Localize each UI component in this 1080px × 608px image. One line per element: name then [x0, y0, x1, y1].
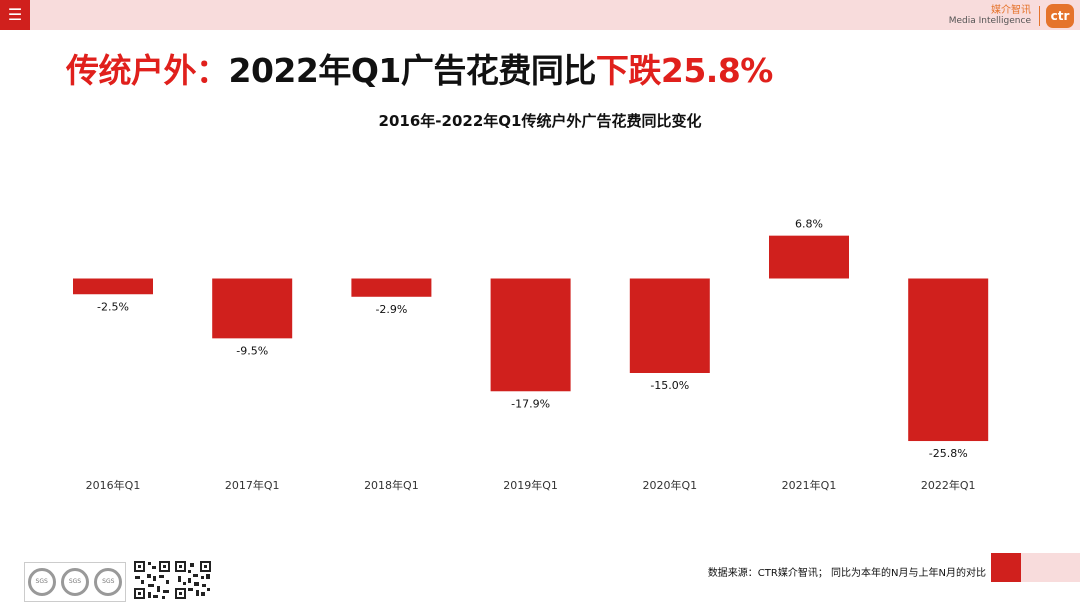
menu-button[interactable]: ☰: [0, 0, 30, 30]
bar-2017年Q1: [212, 278, 293, 339]
data-label: -2.5%: [97, 300, 129, 313]
bar-2020年Q1: [629, 278, 710, 373]
title-highlight: 下跌25.8%: [595, 51, 774, 90]
data-label: -2.9%: [375, 303, 407, 316]
bar-2018年Q1: [351, 278, 432, 297]
data-label: -15.0%: [650, 379, 689, 392]
x-tick-label: 2018年Q1: [364, 478, 419, 492]
bar-2021年Q1: [769, 235, 849, 279]
footer-accent-band: [1021, 553, 1080, 582]
bar-chart: -2.5% 2016年Q1 -9.5% 2017年Q1 -2.9% 2018年Q1 -17.…: [73, 218, 989, 492]
qr-code-icon: [174, 560, 212, 600]
brand-name-cn: 媒介智讯: [991, 5, 1031, 16]
sgs-badge-icon: SGS: [27, 568, 56, 596]
page-title: 传统户外：2022年Q1广告花费同比下跌25.8%: [66, 44, 773, 92]
x-tick-label: 2020年Q1: [642, 478, 697, 492]
brand-name-en: Media Intelligence: [948, 16, 1031, 26]
ctr-logo-icon: ctr: [1046, 4, 1074, 28]
x-tick-label: 2019年Q1: [503, 478, 558, 492]
bar-2016年Q1: [73, 278, 153, 295]
data-label: -9.5%: [236, 344, 268, 357]
certification-badges: SGS SGS SGS: [24, 562, 126, 602]
brand-logo: 媒介智讯 Media Intelligence ctr: [949, 2, 1074, 30]
sgs-badge-icon: SGS: [60, 568, 89, 596]
hamburger-menu-icon: ☰: [7, 5, 23, 24]
data-source-note: 数据来源：CTR媒介智讯； 同比为本年的N月与上年N月的对比: [707, 568, 986, 579]
bar-2022年Q1: [908, 278, 989, 442]
x-tick-label: 2022年Q1: [921, 478, 976, 492]
x-tick-label: 2017年Q1: [225, 478, 280, 492]
data-label: -17.9%: [511, 397, 550, 410]
data-label: 6.8%: [795, 218, 823, 231]
footer-accent-block: [991, 553, 1021, 582]
bar-2019年Q1: [490, 278, 571, 392]
title-topic: 传统户外：: [66, 51, 229, 90]
x-tick-label: 2016年Q1: [86, 478, 141, 492]
top-bar: [0, 0, 1080, 30]
brand-divider: [1039, 6, 1040, 26]
title-middle: 2022年Q1广告花费同比: [228, 51, 597, 90]
data-label: -25.8%: [929, 447, 968, 460]
x-tick-label: 2021年Q1: [782, 478, 837, 492]
chart-title: 2016年-2022年Q1传统户外广告花费同比变化: [378, 112, 702, 130]
qr-code-icon: [133, 560, 171, 600]
sgs-badge-icon: SGS: [94, 568, 123, 596]
